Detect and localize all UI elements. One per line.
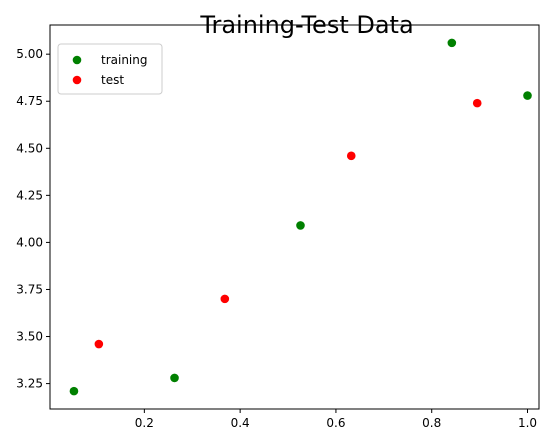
legend-label-training: training [101,53,148,67]
point-test [220,294,230,304]
point-training [69,386,79,396]
y-tick-label: 5.00 [16,47,43,61]
point-test [472,98,482,108]
legend: training test [57,43,163,95]
point-test [346,151,356,161]
point-training [170,373,179,383]
y-tick-label: 4.25 [16,188,43,202]
x-axis: 0.2 0.4 0.6 0.8 1.0 [135,409,537,430]
legend-label-test: test [101,73,124,87]
plot-area [49,24,540,410]
y-tick-label: 3.75 [16,282,43,296]
point-training [523,91,532,100]
x-tick-label: 1.0 [518,416,537,430]
y-tick-label: 4.50 [16,141,43,155]
legend-frame [57,43,163,95]
y-tick-label: 4.00 [16,235,43,249]
data-points [69,38,532,396]
legend-marker-training [72,55,82,65]
legend-marker-test [72,75,82,85]
point-training [296,221,305,230]
x-tick-label: 0.2 [135,416,154,430]
y-tick-label: 3.50 [16,330,43,344]
x-tick-label: 0.6 [326,416,345,430]
x-tick-label: 0.8 [422,416,441,430]
point-training [447,38,457,48]
y-tick-label: 3.25 [16,377,43,391]
x-tick-label: 0.4 [231,416,250,430]
y-axis: 3.25 3.50 3.75 4.00 4.25 4.50 4.75 5.00 [16,47,50,391]
point-test [94,339,104,349]
y-tick-label: 4.75 [16,94,43,108]
